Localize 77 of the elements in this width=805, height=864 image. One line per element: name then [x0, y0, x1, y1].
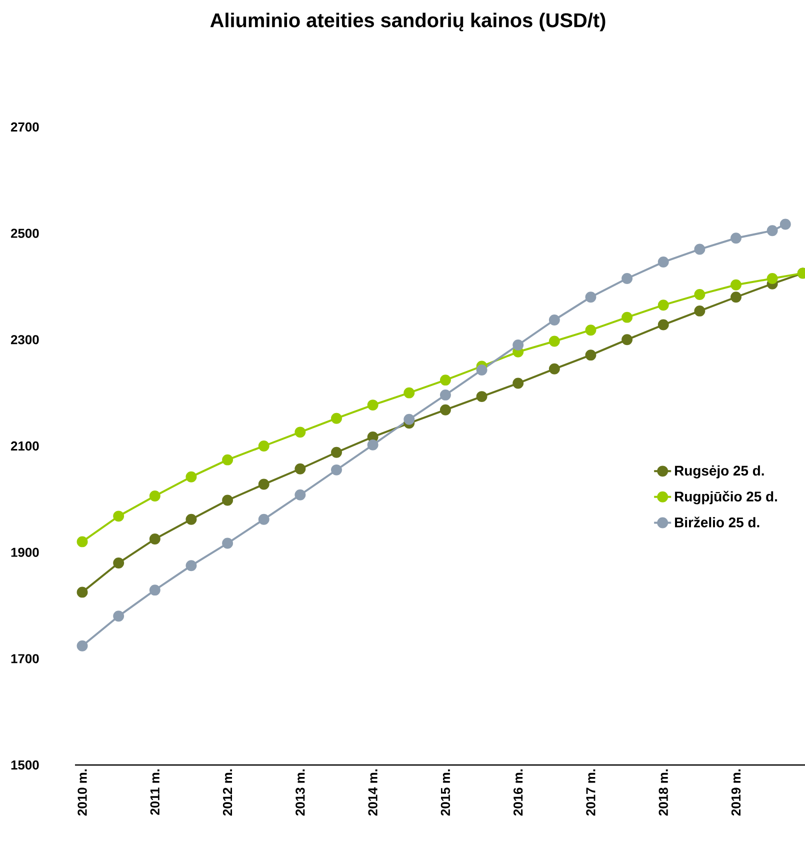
- point: [113, 557, 124, 568]
- point: [294, 489, 306, 500]
- point: [258, 478, 270, 490]
- point: [76, 536, 88, 548]
- point: [780, 218, 791, 230]
- point: [222, 454, 234, 466]
- x-tick-label: 2012 m.: [222, 769, 232, 816]
- legend-label: Birželio 25 d.: [675, 516, 760, 528]
- point: [222, 494, 234, 506]
- point: [476, 364, 488, 376]
- point: [548, 363, 560, 374]
- point: [548, 314, 560, 326]
- point: [766, 225, 778, 236]
- point: [113, 510, 124, 522]
- x-tick-label: 2013 m.: [296, 769, 305, 816]
- point: [186, 560, 197, 572]
- point: [367, 439, 378, 450]
- point: [730, 232, 742, 244]
- point: [658, 300, 669, 311]
- x-tick-label: 2011 m.: [150, 769, 160, 815]
- point: [730, 292, 742, 303]
- point: [622, 312, 633, 323]
- point: [258, 440, 270, 452]
- point: [149, 534, 160, 545]
- point: [149, 584, 160, 596]
- point: [258, 514, 270, 525]
- point: [766, 273, 778, 284]
- point: [658, 256, 669, 268]
- y-tick-label: 2500: [10, 228, 39, 238]
- point: [113, 610, 124, 622]
- point: [730, 279, 742, 290]
- point: [585, 324, 596, 336]
- point: [331, 446, 342, 458]
- point: [548, 336, 560, 347]
- x-tick-label: 2015 m.: [440, 769, 450, 816]
- point: [186, 514, 197, 525]
- legend-label: Rugsėjo 25 d.: [675, 465, 764, 478]
- point: [404, 387, 415, 398]
- point: [440, 374, 451, 386]
- point: [440, 404, 451, 416]
- point: [694, 288, 706, 300]
- x-tick-label: 2016 m.: [514, 769, 523, 816]
- x-tick-label: 2019 m.: [731, 769, 741, 816]
- y-tick-label: 2300: [10, 335, 39, 344]
- legend-label: Rugpjūčio 25 d.: [675, 490, 777, 504]
- point: [294, 426, 306, 438]
- point: [622, 334, 633, 346]
- point: [512, 339, 524, 350]
- y-tick-label: 1700: [11, 654, 39, 664]
- point: [585, 350, 596, 361]
- point: [512, 378, 524, 389]
- point: [404, 414, 415, 425]
- y-tick-label: 2700: [10, 122, 39, 132]
- y-tick-label: 2100: [10, 441, 39, 451]
- point: [367, 400, 378, 411]
- point: [476, 391, 488, 402]
- point: [294, 463, 306, 474]
- chart-title: Aliuminio ateities sandorių kainos (USD/t): [210, 12, 606, 32]
- point: [76, 640, 88, 652]
- x-tick-label: 2018 m.: [658, 769, 668, 816]
- point: [76, 586, 88, 598]
- point: [149, 490, 160, 502]
- x-tick-label: 2017 m.: [586, 769, 596, 816]
- x-tick-label: 2014 m.: [368, 769, 378, 816]
- y-tick-label: 1900: [11, 548, 39, 557]
- point: [694, 305, 706, 316]
- x-tick-label: 2010 m.: [78, 769, 87, 816]
- point: [658, 319, 669, 330]
- point: [622, 273, 633, 284]
- point: [222, 538, 234, 549]
- point: [186, 471, 197, 482]
- point: [331, 412, 342, 424]
- point: [331, 464, 342, 476]
- y-tick-label: 1500: [11, 760, 39, 770]
- point: [585, 292, 596, 303]
- point: [694, 244, 706, 255]
- point: [440, 389, 451, 400]
